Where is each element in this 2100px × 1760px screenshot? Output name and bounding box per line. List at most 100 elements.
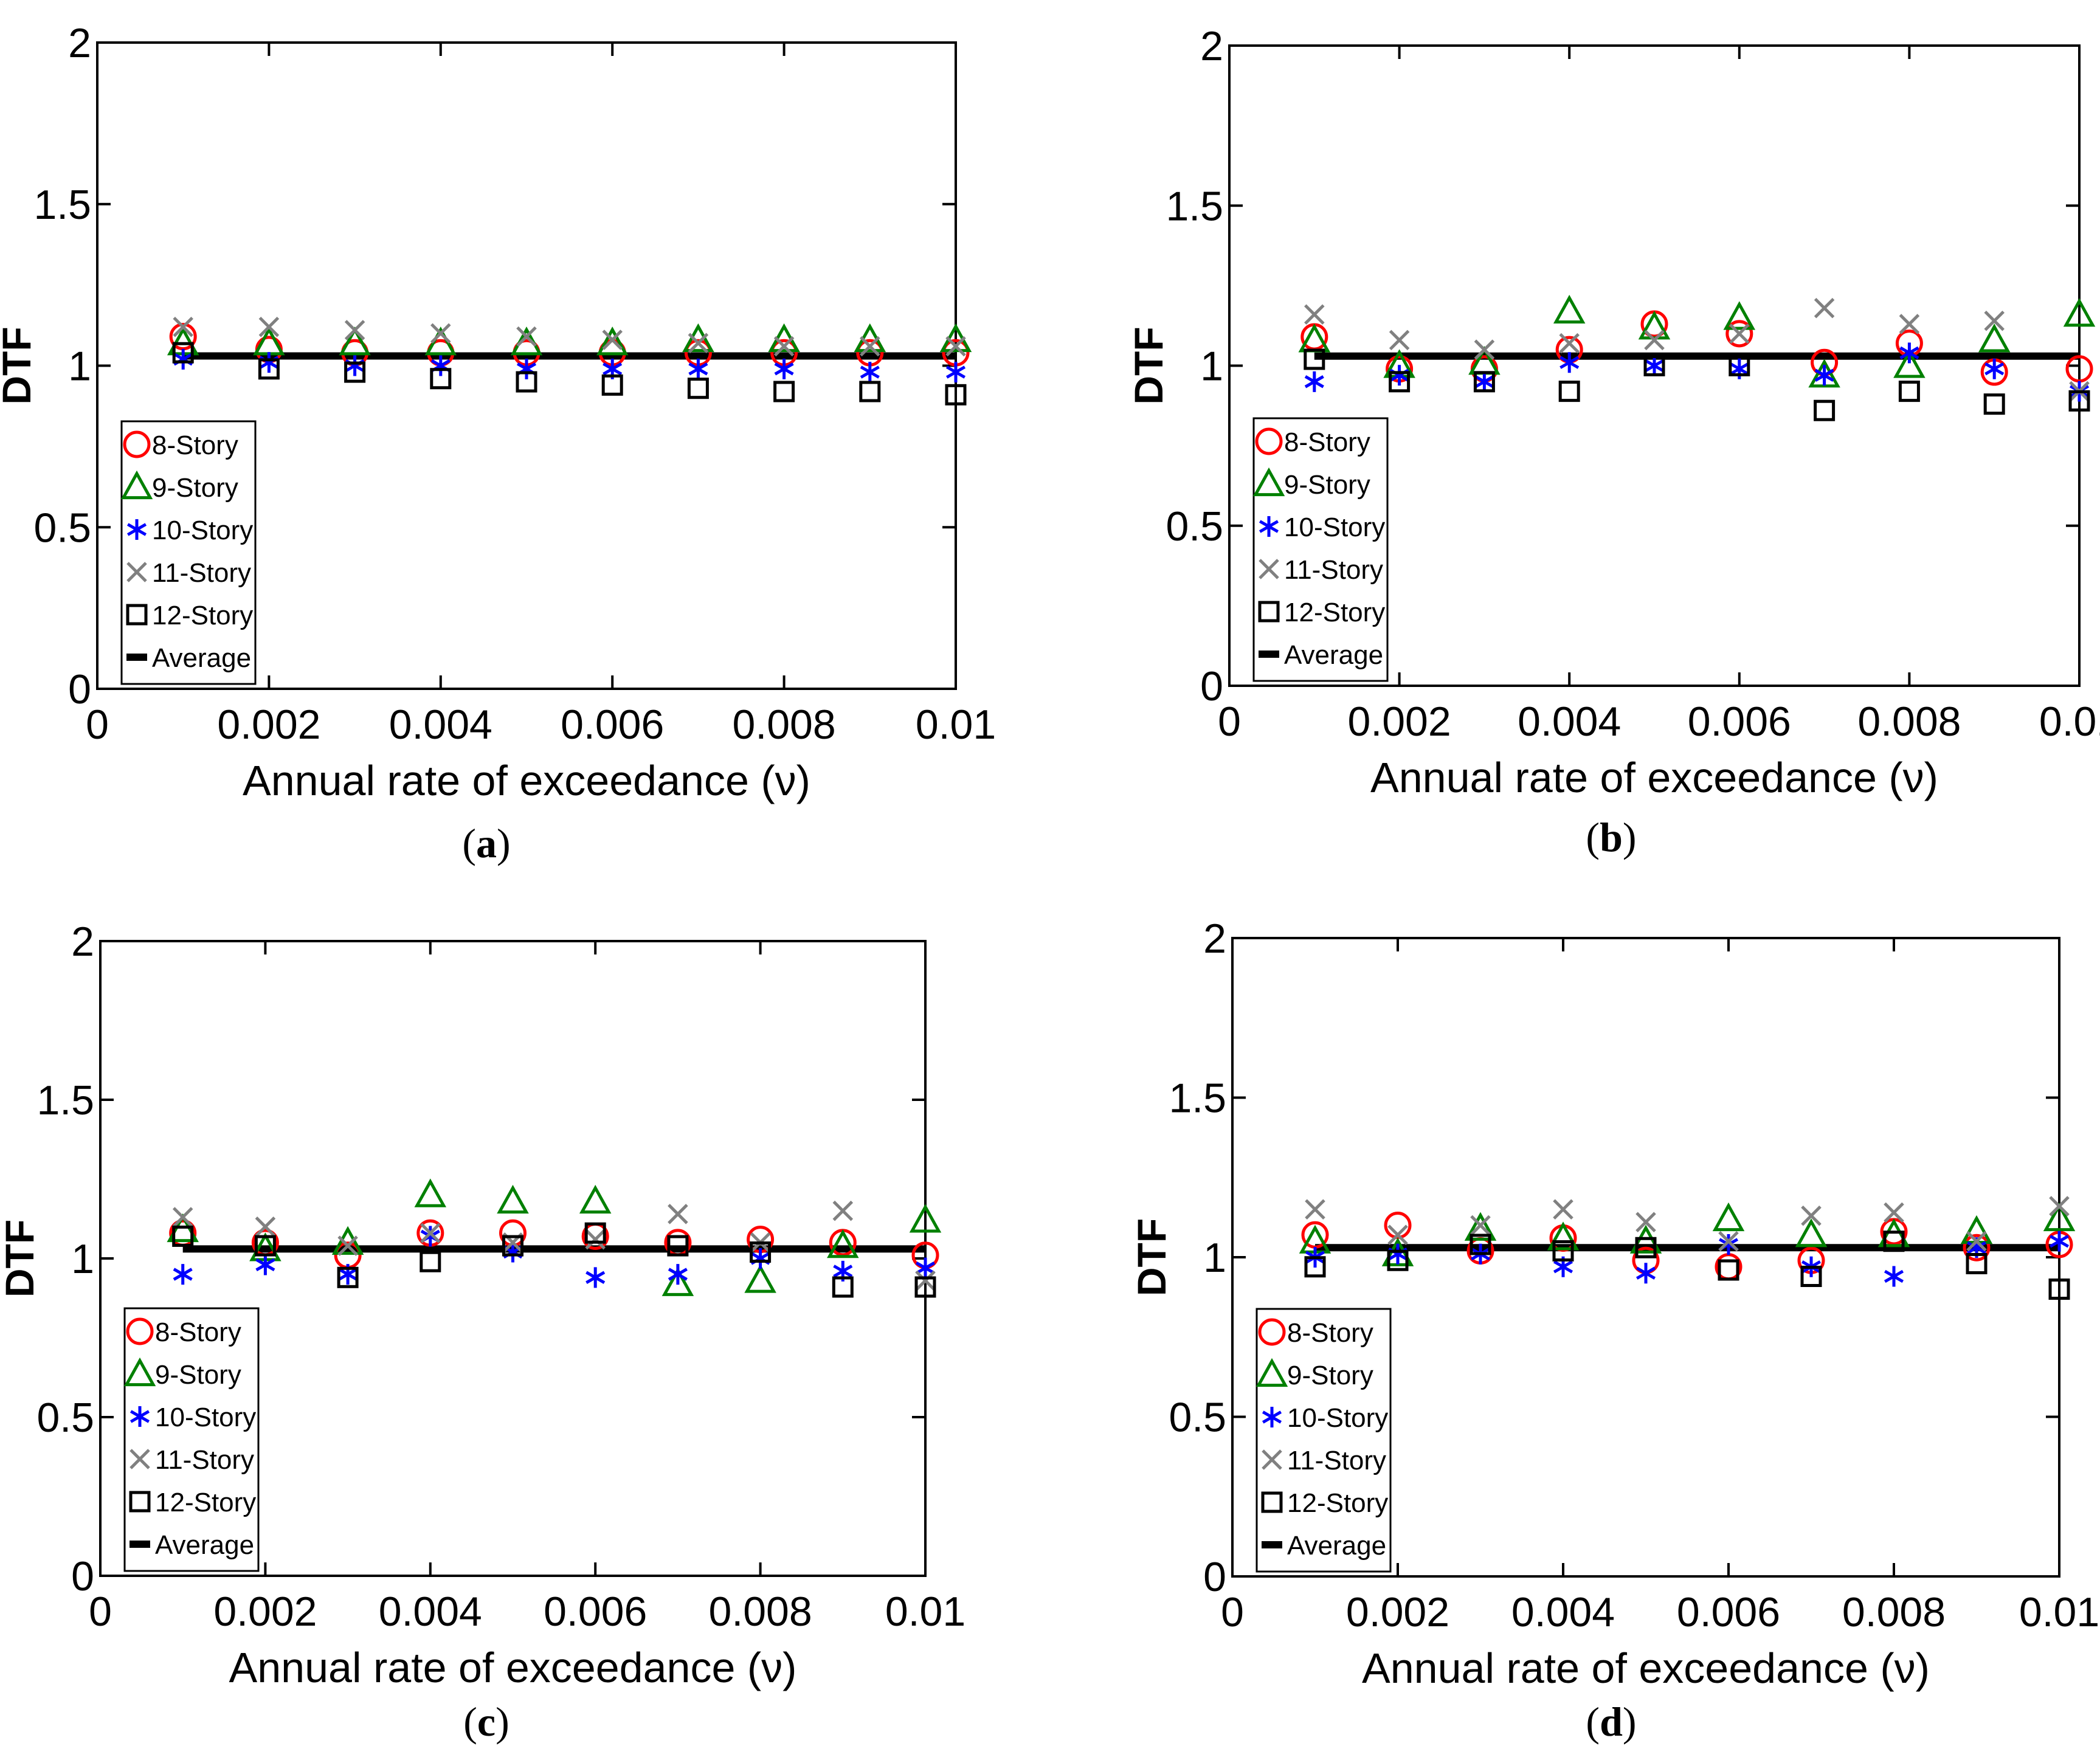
data-point — [1795, 1218, 1828, 1248]
x-tick-label: 0 — [1221, 1589, 1244, 1635]
x-tick-label: 0.004 — [1511, 1589, 1615, 1635]
data-point — [1553, 294, 1586, 324]
y-axis-label: DTF — [1129, 1218, 1174, 1296]
data-point — [1984, 358, 2005, 379]
legend-swatch — [123, 430, 151, 458]
data-point — [832, 1200, 854, 1221]
series-9-story — [167, 1178, 942, 1296]
data-point — [774, 358, 794, 379]
data-point — [1984, 311, 2005, 331]
y-tick-label: 2 — [71, 919, 94, 965]
data-point — [344, 320, 365, 340]
data-point — [860, 362, 880, 383]
legend-swatch — [1262, 1449, 1282, 1470]
data-point — [744, 1264, 776, 1293]
x-tick-label: 0.006 — [1677, 1589, 1780, 1635]
legend-swatch — [1259, 559, 1279, 579]
y-tick-label: 1 — [1203, 1235, 1226, 1281]
data-point — [337, 1235, 358, 1256]
data-point — [827, 1229, 859, 1258]
x-tick-label: 0.01 — [2019, 1589, 2099, 1635]
legend-box — [123, 1307, 260, 1572]
data-point — [497, 1184, 529, 1214]
legend-label: 12-Story — [152, 601, 253, 630]
data-point — [1966, 1230, 1987, 1252]
legend-label: Average — [1287, 1531, 1386, 1561]
data-point — [172, 1225, 194, 1247]
x-tick-label: 0.002 — [213, 1589, 317, 1635]
caption-b: (b) — [1586, 814, 1637, 860]
chart-panel-a: 0 0.002 0.004 0.006 0.008 0.01 0 0.5 1 1.5 2 Annual… — [0, 20, 996, 804]
data-point — [1473, 371, 1495, 393]
data-point — [668, 1204, 688, 1224]
data-point — [173, 1264, 193, 1285]
legend: 8-Story 9-Story 10-Story 11-Story 12-Story Av… — [1256, 1308, 1392, 1573]
legend-label: 10-Story — [1287, 1403, 1388, 1433]
data-point — [414, 1178, 447, 1207]
x-tick-label: 0.008 — [1857, 699, 1961, 745]
data-point — [1643, 355, 1665, 376]
data-point — [859, 381, 881, 402]
data-point — [585, 1229, 606, 1250]
data-point — [860, 336, 880, 357]
legend-box — [1252, 417, 1389, 682]
x-tick-label: 0.002 — [217, 702, 320, 748]
legend-label: 9-Story — [155, 1360, 241, 1390]
chart-panel-b: 0 0.002 0.004 0.006 0.008 0.01 0 0.5 1 1.5 2 Annual… — [1126, 23, 2100, 801]
legend-label: 12-Story — [1287, 1488, 1388, 1518]
series-10-story — [173, 348, 966, 383]
legend-swatch — [130, 1406, 150, 1427]
legend-swatch — [1252, 467, 1285, 497]
y-tick-label: 1.5 — [36, 1077, 94, 1123]
legend-label: 11-Story — [155, 1445, 254, 1475]
data-point — [2049, 1196, 2070, 1216]
data-point — [1553, 1199, 1573, 1220]
data-point — [1389, 371, 1411, 393]
legend-label: 9-Story — [1287, 1361, 1373, 1390]
series-9-story — [1299, 1202, 2076, 1266]
x-axis-label: Annual rate of exceedance (ν) — [243, 757, 810, 804]
legend: 8-Story 9-Story 10-Story 11-Story 12-Story Av… — [1252, 417, 1389, 682]
y-tick-label: 1 — [68, 343, 91, 390]
data-point — [1729, 323, 1750, 344]
data-point — [1729, 355, 1750, 376]
data-point — [1644, 330, 1665, 351]
y-tick-label: 0.5 — [33, 505, 91, 551]
legend-swatch — [123, 1357, 156, 1387]
data-point — [430, 368, 452, 390]
data-point — [1304, 1256, 1326, 1278]
series-11-story — [1305, 1196, 2070, 1252]
data-point — [258, 316, 280, 337]
data-point — [516, 326, 537, 347]
data-point — [337, 1266, 359, 1288]
legend-swatch — [129, 1491, 151, 1513]
data-point — [1304, 371, 1324, 392]
y-tick-label: 1.5 — [1166, 183, 1223, 229]
data-point — [585, 1267, 606, 1288]
series-10-story — [1304, 342, 2090, 402]
data-point — [339, 326, 371, 356]
data-point — [945, 336, 966, 357]
legend-label: 11-Story — [1287, 1446, 1386, 1475]
legend-swatch — [1261, 1491, 1283, 1513]
legend-swatch — [1259, 516, 1279, 537]
legend-swatch — [1255, 427, 1283, 455]
data-point — [2048, 1279, 2070, 1300]
legend-swatch — [1258, 1318, 1286, 1346]
data-point — [420, 1223, 441, 1244]
data-point — [1304, 304, 1325, 325]
legend-label: 11-Story — [1284, 555, 1383, 585]
legend-label: Average — [1284, 640, 1383, 670]
y-tick-label: 1 — [71, 1236, 94, 1282]
data-point — [945, 362, 966, 383]
data-point — [258, 358, 280, 380]
legend-swatch — [126, 1317, 154, 1345]
series-12-story — [1304, 1230, 2070, 1300]
data-point — [254, 1235, 276, 1257]
data-point — [1963, 1234, 1991, 1261]
data-point — [1983, 393, 2005, 415]
legend-label: 9-Story — [152, 473, 238, 503]
x-tick-label: 0.01 — [885, 1589, 965, 1635]
data-point — [1725, 320, 1753, 348]
y-tick-label: 2 — [1200, 23, 1223, 69]
